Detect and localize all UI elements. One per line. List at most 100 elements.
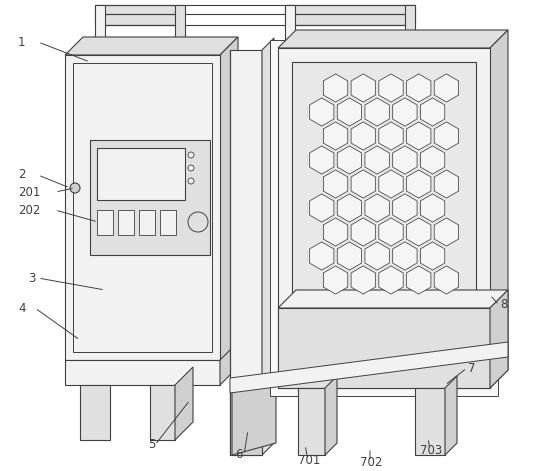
Text: 202: 202 (18, 203, 40, 217)
Text: 6: 6 (235, 448, 243, 462)
Polygon shape (323, 170, 348, 198)
Polygon shape (406, 170, 431, 198)
Polygon shape (406, 74, 431, 102)
Polygon shape (351, 170, 376, 198)
Polygon shape (323, 218, 348, 246)
Text: 8: 8 (500, 299, 508, 311)
Polygon shape (118, 210, 134, 235)
Polygon shape (230, 342, 508, 393)
Circle shape (70, 183, 80, 193)
Polygon shape (420, 194, 445, 222)
Polygon shape (365, 242, 389, 270)
Polygon shape (278, 308, 490, 388)
Polygon shape (230, 390, 262, 455)
Polygon shape (351, 122, 376, 150)
Polygon shape (278, 30, 508, 48)
Polygon shape (434, 266, 458, 294)
Polygon shape (325, 376, 337, 455)
Text: 4: 4 (18, 301, 26, 315)
Polygon shape (310, 98, 334, 126)
Polygon shape (337, 242, 362, 270)
Polygon shape (270, 40, 498, 396)
Polygon shape (351, 74, 376, 102)
Polygon shape (379, 170, 403, 198)
Text: 7: 7 (468, 362, 476, 374)
Polygon shape (278, 290, 508, 308)
Polygon shape (420, 98, 445, 126)
Polygon shape (434, 122, 458, 150)
Polygon shape (379, 122, 403, 150)
Polygon shape (406, 218, 431, 246)
Polygon shape (323, 266, 348, 294)
Polygon shape (337, 146, 362, 174)
Circle shape (188, 178, 194, 184)
Polygon shape (65, 360, 220, 385)
Polygon shape (365, 98, 389, 126)
Polygon shape (285, 5, 415, 25)
Circle shape (188, 165, 194, 171)
Polygon shape (420, 146, 445, 174)
Polygon shape (392, 146, 417, 174)
Polygon shape (160, 210, 176, 235)
Polygon shape (365, 194, 389, 222)
Polygon shape (262, 38, 274, 455)
Polygon shape (310, 194, 334, 222)
Polygon shape (490, 30, 508, 388)
Polygon shape (434, 170, 458, 198)
Polygon shape (323, 74, 348, 102)
Text: 701: 701 (298, 454, 320, 466)
Polygon shape (90, 140, 210, 255)
Text: 2: 2 (18, 169, 26, 181)
Polygon shape (220, 37, 238, 360)
Polygon shape (379, 218, 403, 246)
Polygon shape (490, 290, 508, 388)
Polygon shape (392, 98, 417, 126)
Polygon shape (392, 194, 417, 222)
Polygon shape (175, 367, 193, 440)
Polygon shape (65, 37, 238, 55)
Polygon shape (310, 146, 334, 174)
Polygon shape (230, 50, 262, 455)
Polygon shape (285, 5, 295, 55)
Text: 1: 1 (18, 35, 26, 49)
Polygon shape (365, 146, 389, 174)
Circle shape (188, 212, 208, 232)
Polygon shape (434, 218, 458, 246)
Polygon shape (434, 74, 458, 102)
Text: 3: 3 (28, 271, 35, 284)
Polygon shape (337, 98, 362, 126)
Polygon shape (351, 266, 376, 294)
Polygon shape (139, 210, 155, 235)
Polygon shape (95, 5, 175, 25)
Circle shape (188, 152, 194, 158)
Polygon shape (278, 48, 490, 388)
Polygon shape (232, 378, 276, 455)
Polygon shape (97, 148, 185, 200)
Text: 201: 201 (18, 186, 40, 198)
Text: 5: 5 (148, 439, 155, 452)
Polygon shape (415, 388, 445, 455)
Polygon shape (337, 194, 362, 222)
Polygon shape (298, 388, 325, 455)
Text: 702: 702 (360, 455, 382, 469)
Polygon shape (405, 5, 415, 55)
Polygon shape (65, 55, 220, 360)
Polygon shape (392, 242, 417, 270)
Polygon shape (150, 385, 175, 440)
Polygon shape (420, 242, 445, 270)
Polygon shape (310, 242, 334, 270)
Polygon shape (406, 266, 431, 294)
Polygon shape (323, 122, 348, 150)
Polygon shape (80, 385, 110, 440)
Text: 703: 703 (420, 444, 442, 456)
Polygon shape (175, 5, 185, 55)
Polygon shape (292, 62, 476, 308)
Polygon shape (97, 210, 113, 235)
Polygon shape (95, 5, 105, 55)
Polygon shape (406, 122, 431, 150)
Polygon shape (220, 342, 238, 385)
Polygon shape (351, 218, 376, 246)
Polygon shape (445, 376, 457, 455)
Polygon shape (379, 74, 403, 102)
Polygon shape (379, 266, 403, 294)
